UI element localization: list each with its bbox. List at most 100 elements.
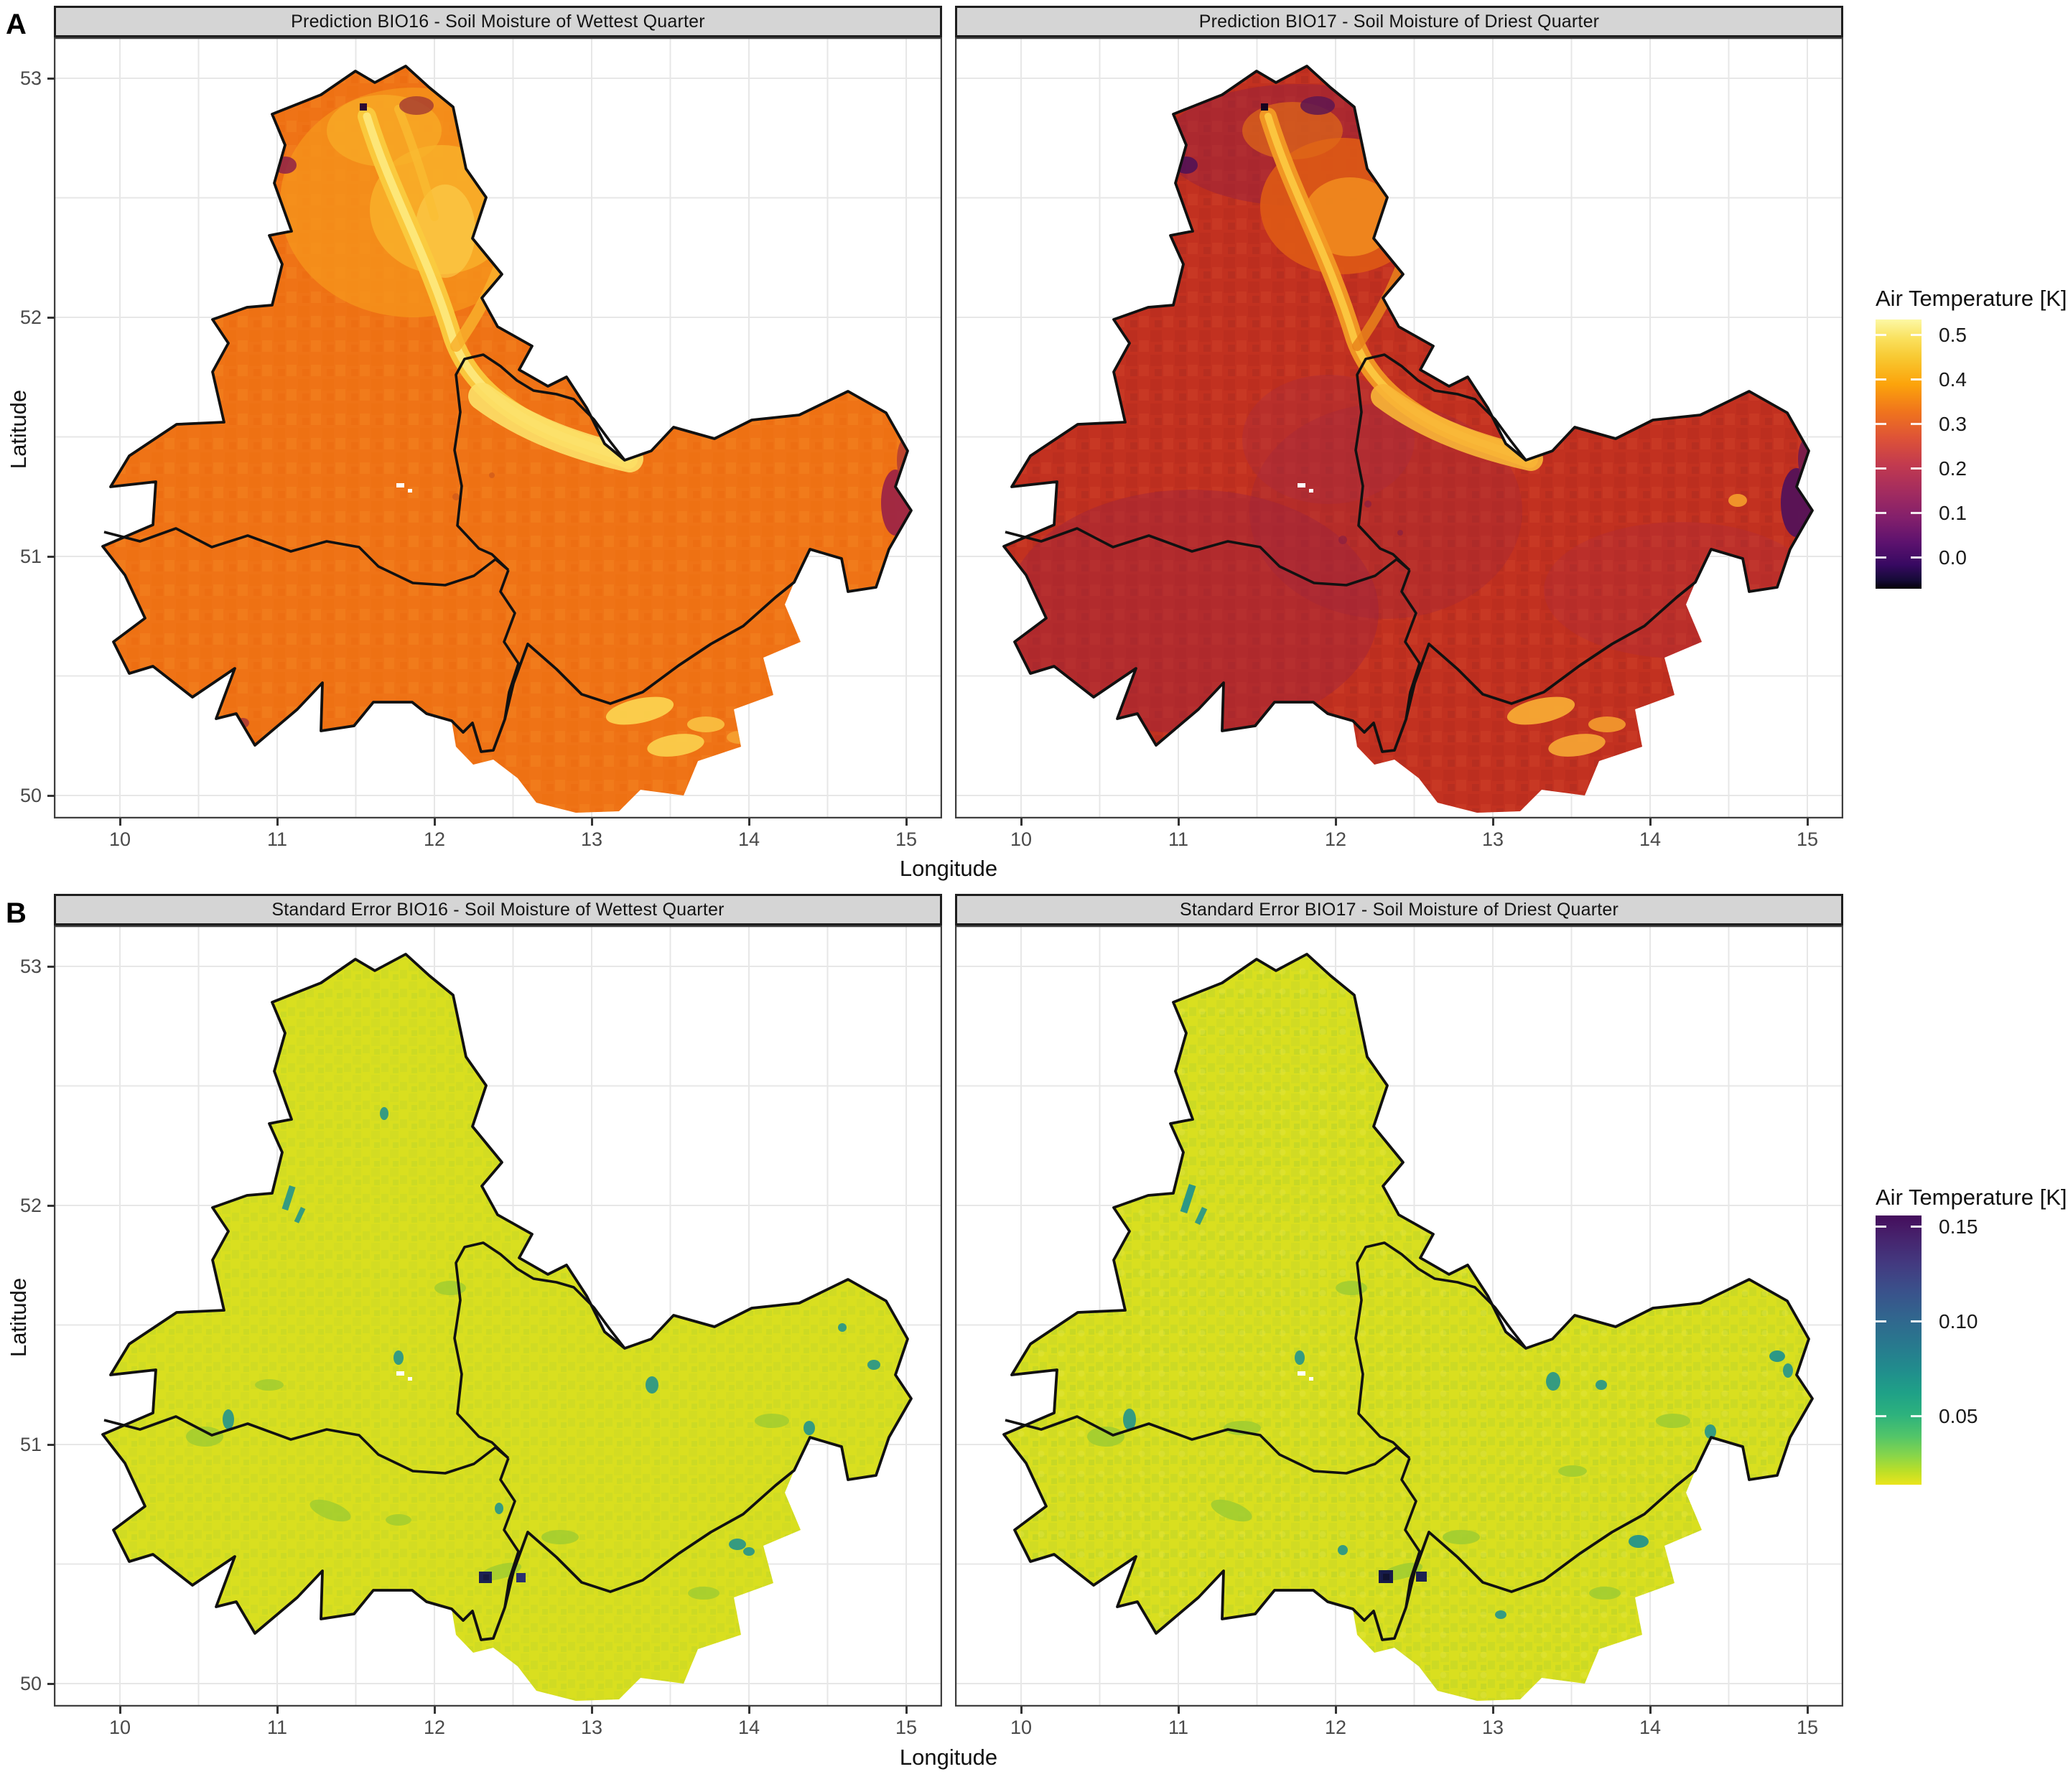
x-tick-label: 13: [1481, 829, 1504, 850]
x-tick-label: 14: [1639, 829, 1662, 850]
x-tick-mark: [1492, 1707, 1494, 1714]
x-tick-label: 15: [1796, 829, 1819, 850]
x-tick-mark: [1492, 818, 1494, 826]
colorbar-tick: [1876, 1320, 1886, 1322]
strip-prediction-bio16: Prediction BIO16 - Soil Moisture of Wett…: [54, 6, 942, 37]
x-tick-label: 11: [266, 829, 288, 850]
x-tick-label: 13: [1481, 1717, 1504, 1738]
map-canvas-stderr-bio17: [955, 925, 1843, 1707]
colorbar-tick: [1876, 467, 1886, 470]
y-tick-label: 52: [19, 307, 42, 328]
map-prediction-bio16: [54, 37, 942, 818]
y-tick-mark: [47, 317, 55, 319]
x-tick-mark: [748, 818, 750, 826]
colorbar-label: 0.10: [1939, 1310, 1978, 1333]
colorbar-label: 0.3: [1939, 413, 1967, 435]
y-tick-label: 50: [19, 1673, 42, 1694]
x-tick-label: 15: [895, 829, 918, 850]
x-tick-mark: [1807, 1707, 1809, 1714]
x-tick-label: 12: [423, 829, 446, 850]
x-tick-mark: [119, 818, 121, 826]
colorbar-tick: [1911, 334, 1922, 336]
x-axis-title-panel-b: Longitude: [899, 1745, 998, 1770]
x-tick-label: 10: [1010, 1717, 1033, 1738]
x-tick-mark: [1807, 818, 1809, 826]
y-tick-label: 51: [19, 1434, 42, 1455]
colorbar-inferno: [1876, 319, 1922, 589]
map-canvas-prediction-bio17: [955, 37, 1843, 818]
y-tick-label: 52: [19, 1195, 42, 1216]
y-tick-mark: [47, 1205, 55, 1207]
colorbar-tick: [1911, 1320, 1922, 1322]
strip-stderr-bio16: Standard Error BIO16 - Soil Moisture of …: [54, 894, 942, 925]
x-tick-label: 11: [266, 1717, 288, 1738]
x-tick-label: 13: [580, 1717, 603, 1738]
x-tick-mark: [1335, 818, 1337, 826]
x-tick-mark: [1649, 818, 1652, 826]
x-tick-mark: [1335, 1707, 1337, 1714]
y-axis-title-panel-a: Latitude: [6, 389, 31, 470]
x-tick-mark: [1178, 818, 1180, 826]
y-axis-title-panel-b: Latitude: [6, 1277, 31, 1358]
strip-title: Prediction BIO17 - Soil Moisture of Drie…: [1198, 11, 1600, 32]
colorbar-tick: [1911, 378, 1922, 381]
x-tick-mark: [1020, 818, 1023, 826]
x-tick-label: 14: [737, 829, 760, 850]
map-stderr-bio17: [955, 925, 1843, 1707]
strip-title: Standard Error BIO16 - Soil Moisture of …: [271, 899, 725, 920]
map-canvas-stderr-bio16: [54, 925, 942, 1707]
colorbar-tick: [1911, 556, 1922, 559]
x-tick-label: 10: [1010, 829, 1033, 850]
colorbar-tick: [1911, 467, 1922, 470]
x-tick-label: 10: [108, 1717, 131, 1738]
colorbar-label: 0.2: [1939, 457, 1967, 480]
x-tick-label: 12: [423, 1717, 446, 1738]
y-tick-label: 51: [19, 546, 42, 567]
colorbar-tick: [1876, 1226, 1886, 1228]
x-tick-label: 11: [1168, 1717, 1189, 1738]
colorbar-tick: [1911, 423, 1922, 425]
colorbar-label: 0.15: [1939, 1215, 1978, 1238]
colorbar-label: 0.4: [1939, 368, 1967, 391]
x-tick-mark: [905, 1707, 908, 1714]
panel-a-tag: A: [6, 9, 27, 40]
colorbar-tick: [1876, 378, 1886, 381]
strip-title: Prediction BIO16 - Soil Moisture of Wett…: [291, 11, 705, 32]
legend-title-panel-a: Air Temperature [K]: [1876, 286, 2067, 311]
y-tick-mark: [47, 1683, 55, 1685]
x-tick-mark: [276, 818, 279, 826]
colorbar-tick: [1876, 1415, 1886, 1417]
colorbar-tick: [1876, 556, 1886, 559]
colorbar-tick: [1876, 334, 1886, 336]
legend-title-panel-b: Air Temperature [K]: [1876, 1185, 2067, 1210]
y-tick-mark: [47, 1444, 55, 1446]
x-tick-mark: [1649, 1707, 1652, 1714]
colorbar-tick: [1911, 512, 1922, 514]
y-tick-label: 50: [19, 785, 42, 806]
x-axis-title-panel-a: Longitude: [899, 856, 998, 881]
x-tick-label: 15: [895, 1717, 918, 1738]
x-tick-mark: [1020, 1707, 1023, 1714]
x-tick-mark: [591, 818, 593, 826]
strip-prediction-bio17: Prediction BIO17 - Soil Moisture of Drie…: [955, 6, 1843, 37]
x-tick-label: 13: [580, 829, 603, 850]
colorbar-tick: [1911, 1415, 1922, 1417]
colorbar-tick: [1911, 1226, 1922, 1228]
colorbar-viridis: [1876, 1215, 1922, 1485]
colorbar-label: 0.5: [1939, 324, 1967, 346]
panel-b-tag: B: [6, 897, 27, 929]
map-stderr-bio16: [54, 925, 942, 1707]
x-tick-label: 10: [108, 829, 131, 850]
x-tick-label: 12: [1324, 1717, 1347, 1738]
x-tick-mark: [119, 1707, 121, 1714]
strip-title: Standard Error BIO17 - Soil Moisture of …: [1179, 899, 1619, 920]
y-tick-mark: [47, 966, 55, 968]
x-tick-mark: [434, 818, 436, 826]
x-tick-label: 11: [1168, 829, 1189, 850]
x-tick-label: 14: [1639, 1717, 1662, 1738]
x-tick-mark: [276, 1707, 279, 1714]
x-tick-mark: [1178, 1707, 1180, 1714]
colorbar-label: 0.1: [1939, 502, 1967, 524]
y-tick-label: 53: [19, 956, 42, 977]
